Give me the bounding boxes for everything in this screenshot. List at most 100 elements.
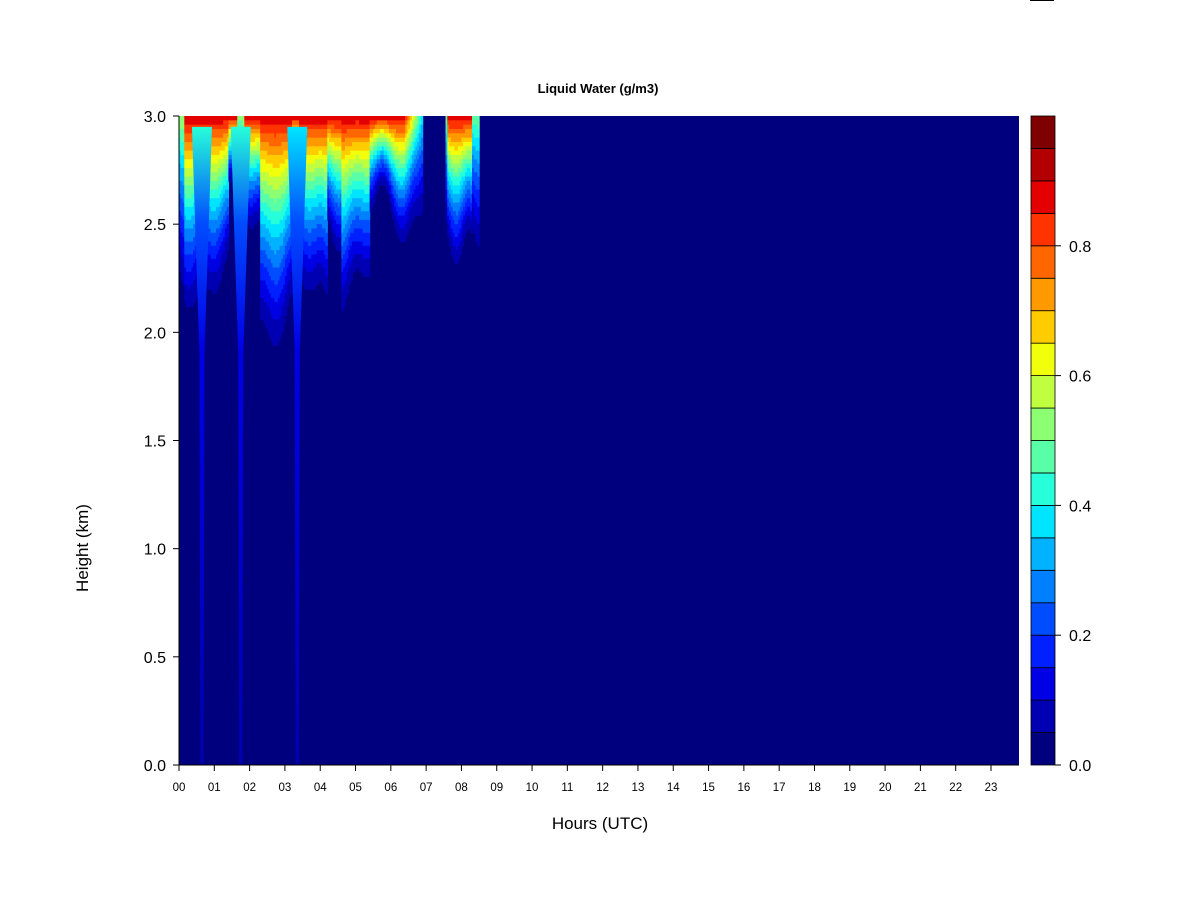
cloud-cell [274, 163, 277, 169]
cloud-cell [376, 133, 380, 139]
cloud-cell [209, 237, 212, 243]
cloud-cell [341, 306, 344, 312]
cloud-cell [463, 133, 466, 139]
cloud-cell [454, 163, 457, 169]
cloud-cell [313, 206, 316, 212]
cloud-cell [348, 202, 351, 208]
cloud-cell [276, 276, 279, 282]
cloud-cell [399, 124, 403, 130]
cloud-cell [330, 141, 334, 147]
cloud-cell [311, 159, 314, 165]
cloud-cell [226, 189, 230, 195]
cloud-cell [362, 185, 365, 191]
cloud-cell [309, 219, 312, 225]
cloud-cell [269, 206, 272, 212]
cloud-cell [269, 176, 272, 182]
cloud-cell [459, 245, 463, 251]
cloud-cell [334, 154, 337, 160]
cloud-cell [463, 154, 466, 160]
cloud-cell [224, 124, 228, 130]
cloud-cell [265, 224, 268, 230]
cloud-cell [311, 258, 314, 264]
cloud-cell [187, 219, 191, 225]
cloud-cell [468, 185, 471, 191]
cloud-cell [277, 128, 281, 134]
cloud-cell [323, 133, 327, 139]
cloud-cell [404, 163, 408, 169]
cloud-cell [351, 267, 355, 273]
cloud-cell [362, 189, 365, 195]
cloud-cell [323, 232, 327, 238]
cloud-cell [187, 176, 191, 182]
cloud-cell [344, 293, 348, 299]
cloud-cell [216, 185, 219, 191]
cloud-cell [230, 176, 233, 182]
cloud-cell [339, 176, 342, 182]
cloud-cell [281, 280, 284, 286]
cloud-cell [382, 146, 385, 152]
cloud-cell [357, 128, 360, 134]
cloud-cell [452, 185, 455, 191]
cloud-cell [445, 198, 448, 204]
cloud-cell [269, 306, 272, 312]
cloud-cell [452, 137, 455, 143]
cloud-cell [263, 224, 267, 230]
cloud-cell [284, 141, 288, 147]
cloud-cell [406, 211, 410, 217]
cloud-cell [214, 289, 217, 294]
cloud-cell [194, 263, 198, 269]
cloud-cell [263, 116, 267, 121]
cloud-cell [470, 154, 473, 160]
cloud-cell [270, 189, 274, 195]
cloud-cell [366, 198, 369, 204]
cloud-cell [420, 137, 424, 143]
cloud-cell [284, 224, 288, 230]
cloud-cell [276, 146, 279, 152]
cloud-cell [445, 163, 448, 169]
cloud-cell [272, 250, 275, 256]
cloud-cell [274, 202, 277, 208]
cloud-cell [263, 280, 267, 286]
cloud-cell [263, 133, 267, 139]
cloud-cell [261, 172, 265, 178]
cloud-cell [274, 211, 277, 217]
cloud-cell [323, 284, 327, 290]
cloud-cell [350, 172, 353, 178]
cloud-cell [210, 128, 214, 134]
cloud-cell [216, 245, 219, 251]
cloud-cell [323, 167, 327, 173]
cloud-cell [281, 189, 284, 195]
cloud-cell [325, 185, 328, 191]
cloud-cell [226, 215, 230, 221]
cloud-cell [277, 276, 281, 282]
cloud-cell [286, 280, 290, 286]
cloud-cell [249, 193, 252, 199]
cloud-cell [261, 289, 265, 294]
cloud-cell [445, 206, 448, 212]
cloud-cell [272, 293, 275, 299]
cloud-cell [330, 206, 334, 212]
cloud-cell [210, 159, 214, 165]
cloud-cell [184, 245, 187, 251]
cloud-cell [216, 211, 219, 217]
cloud-cell [359, 172, 362, 178]
cloud-cell [449, 224, 452, 230]
cloud-cell [360, 245, 364, 251]
cloud-cell [456, 120, 459, 126]
cloud-cell [330, 224, 334, 230]
cloud-cell [353, 120, 357, 126]
cloud-cell [447, 163, 450, 169]
cloud-cell [182, 267, 185, 273]
cloud-cell [240, 116, 244, 121]
cloud-cell [396, 150, 399, 156]
cloud-cell [323, 267, 327, 273]
cloud-cell [263, 128, 267, 134]
cloud-cell [330, 202, 334, 208]
cloud-cell [261, 258, 265, 264]
cloud-cell [224, 250, 228, 256]
cloud-cell [228, 163, 231, 169]
cloud-cell [325, 206, 328, 212]
cloud-cell [224, 167, 228, 173]
cloud-cell [274, 254, 277, 260]
cloud-cell [267, 224, 270, 230]
